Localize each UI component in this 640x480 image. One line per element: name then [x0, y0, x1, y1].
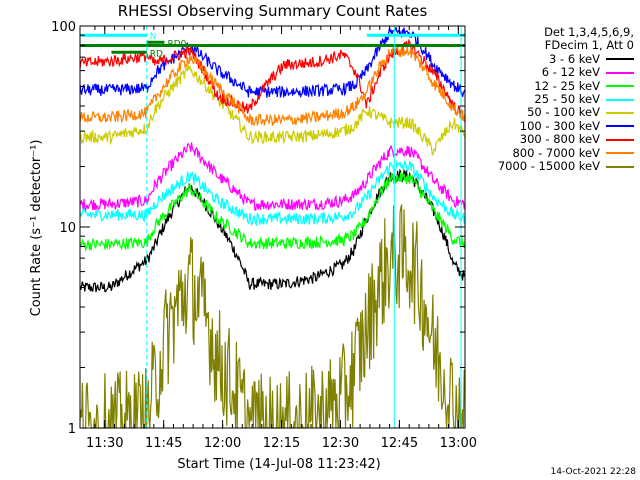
legend-header-line: FDecim 1, Att 0	[544, 38, 634, 53]
legend-label: 300 - 800 keV	[519, 132, 600, 147]
y-tick-label: 10	[59, 221, 76, 236]
series-line	[79, 171, 466, 252]
legend-swatch	[606, 152, 634, 155]
legend-entry: 25 - 50 keV	[474, 92, 634, 107]
legend-swatch	[606, 85, 634, 88]
legend-swatch	[606, 138, 634, 141]
legend-label: 25 - 50 keV	[534, 92, 600, 107]
tick-layer: 11:30 11:45 12:00 12:15 12:30 12:45 13:00 1 10 10…	[51, 20, 477, 451]
x-axis-title: Start Time (14-Jul-08 11:23:42)	[177, 457, 380, 472]
legend-label: 50 - 100 keV	[527, 105, 600, 120]
y-tick-label: 1	[68, 422, 76, 437]
series-2	[79, 171, 466, 252]
series-line	[79, 159, 466, 227]
legend-label: 6 - 12 keV	[541, 65, 600, 80]
legend-swatch	[606, 98, 634, 101]
series-layer	[79, 26, 466, 430]
legend-entry: 100 - 300 keV	[474, 118, 634, 133]
x-tick-label: 11:45	[145, 436, 182, 451]
y-axis-title: Count Rate (s⁻¹ detector⁻¹)	[29, 140, 44, 317]
flag-label: RD	[150, 49, 163, 59]
legend-entry: 300 - 800 keV	[474, 133, 634, 146]
legend: Det 1,3,4,5,6,9, FDecim 1, Att 0 3 - 6 k…	[474, 25, 634, 174]
legend-header-line: Det 1,3,4,5,6,9,	[544, 25, 634, 39]
x-tick-label: 12:30	[322, 436, 359, 451]
legend-swatch	[606, 111, 634, 114]
legend-label: 3 - 6 keV	[549, 51, 600, 66]
legend-label: 7000 - 15000 keV	[497, 159, 600, 174]
series-line	[79, 26, 466, 98]
marker-layer	[146, 26, 462, 428]
series-1	[79, 142, 466, 213]
series-4	[79, 64, 466, 157]
legend-entry: 12 - 25 keV	[474, 78, 634, 93]
plot-frame	[79, 25, 466, 429]
legend-swatch	[606, 165, 634, 168]
legend-label: 100 - 300 keV	[519, 118, 600, 133]
series-0	[79, 168, 466, 293]
x-tick-label: 11:30	[86, 436, 123, 451]
y-tick-label: 100	[51, 20, 76, 35]
series-line	[79, 44, 466, 127]
x-tick-label: 12:00	[204, 436, 241, 451]
x-tick-label: 13:00	[440, 436, 477, 451]
footer-date: 14-Oct-2021 22:28	[550, 467, 636, 477]
legend-swatch	[606, 125, 634, 128]
series-line	[79, 168, 466, 293]
legend-label: 12 - 25 keV	[534, 78, 600, 93]
series-3	[79, 159, 466, 227]
series-line	[79, 64, 466, 157]
series-7	[79, 44, 466, 127]
legend-swatch	[606, 71, 634, 74]
series-line	[79, 142, 466, 213]
legend-swatch	[606, 58, 634, 61]
series-8	[79, 204, 466, 430]
legend-entry: 7000 - 15000 keV	[474, 159, 634, 174]
series-line	[79, 204, 466, 430]
legend-entry: 6 - 12 keV	[474, 66, 634, 79]
x-tick-label: 12:15	[263, 436, 300, 451]
flag-label: RD0	[167, 39, 186, 49]
legend-entry: 800 - 7000 keV	[474, 145, 634, 160]
chart-title: RHESSI Observing Summary Count Rates	[117, 2, 428, 20]
x-tick-label: 12:45	[381, 436, 418, 451]
legend-label: 800 - 7000 keV	[512, 145, 600, 160]
legend-entry: 50 - 100 keV	[474, 106, 634, 119]
legend-entry: 3 - 6 keV	[474, 51, 634, 66]
flag-layer: N RD0 RD	[80, 32, 465, 59]
series-5	[79, 26, 466, 98]
flag-label: N	[150, 32, 157, 42]
